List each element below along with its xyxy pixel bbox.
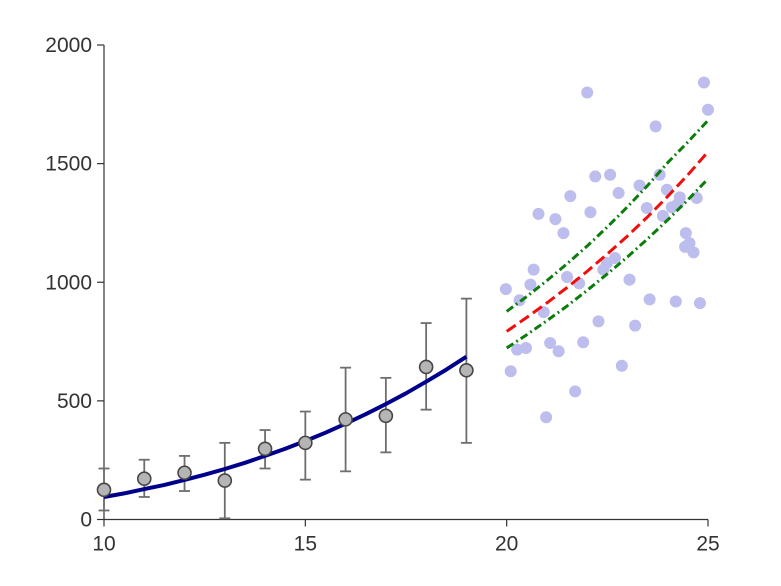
scatter-point xyxy=(629,319,642,332)
scatter-point xyxy=(569,385,582,398)
scatter-point xyxy=(697,76,710,89)
data-point-marker xyxy=(338,412,353,427)
observed-data-errorbars-markers xyxy=(96,359,474,498)
scatter-point xyxy=(640,201,653,214)
data-point-marker xyxy=(378,408,394,424)
scatter-point xyxy=(592,315,605,328)
predicted-mean xyxy=(505,150,710,333)
scatter-point xyxy=(597,263,610,276)
scatter-point xyxy=(608,252,621,265)
y-tick-label: 500 xyxy=(57,390,92,413)
data-point-marker xyxy=(96,482,112,498)
y-tick-label: 1500 xyxy=(45,153,92,176)
scatter-point xyxy=(633,179,646,192)
axes: 0 500 1000 1500 2000 10 15 20 25 xyxy=(45,34,719,556)
scatter-point xyxy=(532,207,545,220)
scatter-point xyxy=(665,201,678,214)
data-point-marker xyxy=(459,362,474,378)
scatter-point xyxy=(604,168,617,181)
data-point-marker xyxy=(217,473,233,488)
fitted-curve-line xyxy=(103,355,468,499)
scatter-point xyxy=(673,191,686,204)
x-tick-label: 15 xyxy=(294,533,317,556)
scatter-point xyxy=(519,341,532,354)
scatter-point xyxy=(612,187,625,200)
x-tick-label: 10 xyxy=(92,533,115,556)
scatter-point xyxy=(552,345,565,358)
scatter-point xyxy=(702,103,714,116)
scatter-point xyxy=(679,227,692,240)
data-point-marker xyxy=(418,359,434,375)
scatter-point xyxy=(540,411,553,424)
scatter-point xyxy=(623,273,636,286)
scatter-point xyxy=(649,120,662,133)
scatter-point xyxy=(524,278,537,291)
fitted-curve xyxy=(103,355,468,499)
data-point-marker xyxy=(136,471,152,486)
scatter-point xyxy=(564,190,577,203)
scatter-point xyxy=(549,213,562,226)
y-tick-label: 1000 xyxy=(45,271,92,294)
predicted-mean-line xyxy=(505,150,710,333)
data-point-marker xyxy=(177,465,192,481)
future-observations xyxy=(499,76,714,424)
scatter-point xyxy=(561,271,574,284)
scatter-point xyxy=(656,209,669,222)
scatter-point xyxy=(504,365,517,378)
y-tick-label: 0 xyxy=(80,509,92,532)
scatter-point xyxy=(499,283,512,296)
x-tick-label: 25 xyxy=(696,533,719,556)
x-tick-label: 20 xyxy=(495,533,518,556)
scatter-point xyxy=(693,297,706,310)
scatter-point xyxy=(669,295,682,308)
data-point-marker xyxy=(257,441,273,457)
scatter-point xyxy=(615,359,628,372)
scatter-point xyxy=(581,86,594,99)
scatter-point xyxy=(544,336,557,349)
scatter-point xyxy=(653,168,666,181)
y-tick-label: 2000 xyxy=(45,34,92,57)
prediction-lower-bound-line xyxy=(505,177,710,350)
data-point-marker xyxy=(298,435,313,451)
scatter-point xyxy=(584,206,597,219)
scatter-point xyxy=(643,293,656,306)
scatter-point xyxy=(527,263,540,276)
scatter-point xyxy=(679,240,692,253)
scatter-point xyxy=(511,343,524,356)
prediction-lower-bound xyxy=(505,177,710,350)
scatter-point xyxy=(589,170,602,183)
scatter-point xyxy=(577,336,590,349)
scatter-point xyxy=(557,227,570,240)
